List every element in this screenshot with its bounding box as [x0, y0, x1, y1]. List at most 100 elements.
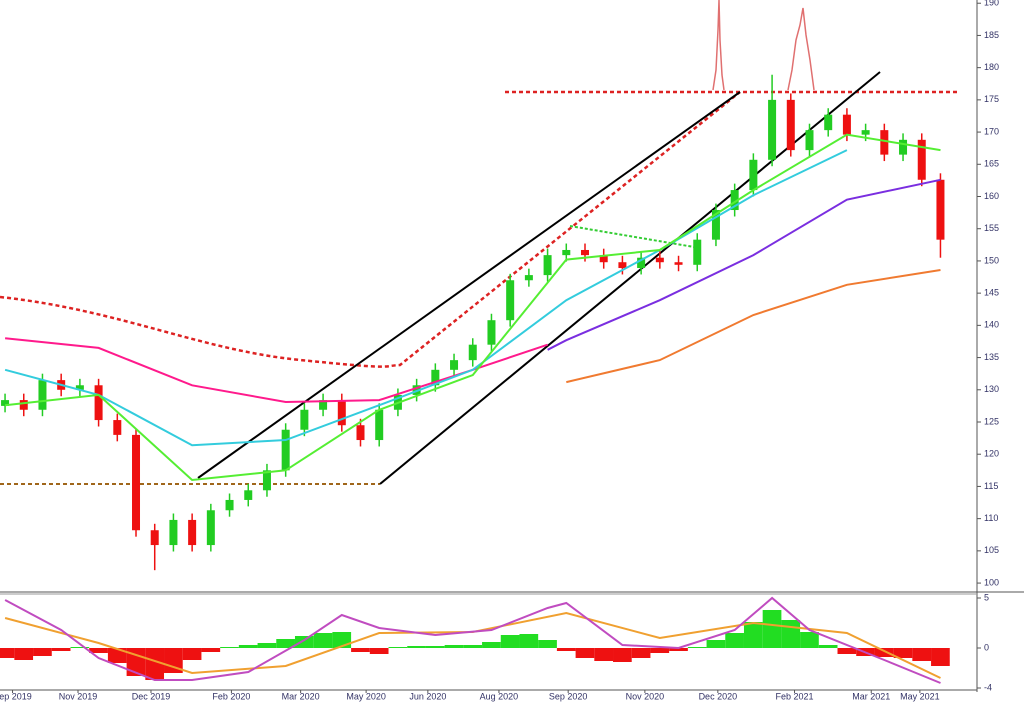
histogram-bar	[182, 648, 202, 660]
histogram-bar	[107, 648, 127, 663]
histogram-bar	[500, 635, 520, 648]
volume-profile	[712, 0, 725, 91]
histogram-bar	[669, 648, 688, 651]
histogram-bar	[631, 648, 651, 658]
candle-body	[824, 114, 833, 131]
candle-body	[375, 409, 384, 441]
y-tick-label: 100	[984, 577, 999, 587]
histogram-bar	[257, 643, 277, 648]
histogram-bar	[145, 648, 165, 680]
y-tick-label: 135	[984, 352, 999, 362]
y-tick-label: 155	[984, 223, 999, 233]
histogram-bar	[575, 648, 595, 658]
histogram-bar	[556, 648, 576, 651]
histogram-bar	[912, 648, 932, 661]
histogram-bar	[613, 648, 632, 662]
candle-body	[786, 99, 795, 151]
candle-body	[880, 130, 889, 155]
y-tick-label: 150	[984, 255, 999, 265]
histogram-bar	[482, 642, 501, 648]
candle-body	[94, 385, 103, 421]
candle-body	[562, 249, 571, 256]
candle-body	[468, 344, 477, 361]
histogram-bar	[51, 648, 71, 651]
indicator-line	[4, 596, 941, 684]
dotted-line	[569, 225, 701, 249]
histogram-bar	[407, 646, 426, 648]
histogram-bar	[126, 648, 146, 676]
histogram-bar	[89, 648, 108, 653]
candle-body	[524, 275, 533, 281]
trend-line	[197, 91, 741, 479]
candle-body	[38, 380, 47, 410]
histogram-bar	[201, 648, 221, 652]
histogram-bar	[164, 648, 183, 673]
histogram-bar	[388, 647, 408, 648]
indicator-line	[4, 133, 941, 482]
histogram-bar	[800, 632, 819, 648]
dotted-channel	[0, 91, 741, 368]
candle-body	[75, 385, 84, 390]
x-tick-label: May 2020	[346, 691, 386, 701]
y-tick-label: 180	[984, 62, 999, 72]
histogram-bar	[33, 648, 52, 656]
candle-body	[805, 130, 814, 151]
candle-body	[599, 255, 608, 263]
candle-body	[337, 400, 346, 426]
x-tick-label: Dec 2020	[699, 691, 738, 701]
candle-body	[749, 159, 758, 191]
histogram-bar	[837, 648, 857, 654]
x-tick-label: May 2021	[900, 691, 940, 701]
indicator-line	[4, 149, 848, 447]
candle-body	[244, 490, 253, 500]
histogram-bar	[594, 648, 614, 661]
candle-body	[581, 249, 590, 256]
histogram-bar	[650, 648, 670, 653]
histogram-bar	[687, 647, 707, 648]
y-tick-label: 165	[984, 159, 999, 169]
candle-body	[132, 434, 141, 531]
histogram-bar	[276, 639, 295, 648]
histogram-bar	[294, 636, 314, 648]
y-tick-label: 115	[984, 481, 998, 491]
histogram-bar	[706, 640, 726, 648]
indicator-line	[566, 269, 941, 384]
candle-body	[150, 530, 159, 546]
histogram-bar	[0, 648, 15, 658]
candle-body	[711, 210, 720, 240]
candle-body	[917, 139, 926, 180]
candle-body	[188, 519, 197, 546]
candle-body	[730, 190, 739, 211]
histogram-bar	[369, 648, 389, 654]
x-tick-label: Feb 2021	[776, 691, 814, 701]
histogram-bar	[238, 645, 258, 648]
y-tick-label: -4	[984, 682, 992, 692]
x-tick-label: Mar 2021	[852, 691, 890, 701]
candle-body	[319, 400, 328, 410]
candle-body	[637, 257, 646, 269]
candle-body	[19, 400, 28, 410]
candle-body	[450, 360, 459, 370]
y-tick-label: 160	[984, 191, 999, 201]
histogram-bar	[538, 640, 557, 648]
y-tick-label: 175	[984, 94, 999, 104]
x-tick-label: Aug 2020	[480, 691, 519, 701]
candle-body	[487, 320, 496, 345]
trend-line	[379, 71, 881, 485]
y-tick-label: 170	[984, 126, 999, 136]
histogram-bar	[931, 648, 950, 666]
y-tick-label: 145	[984, 288, 999, 298]
histogram-bar	[351, 648, 370, 652]
candle-body	[1, 400, 10, 406]
y-tick-label: 110	[984, 513, 998, 523]
histogram-bar	[725, 633, 744, 648]
y-tick-label: 125	[984, 416, 999, 426]
x-tick-label: Mar 2020	[282, 691, 320, 701]
histogram-bar	[519, 634, 539, 648]
histogram-bar	[893, 648, 913, 658]
candle-body	[431, 369, 440, 386]
candle-body	[655, 257, 664, 263]
candle-body	[693, 239, 702, 265]
